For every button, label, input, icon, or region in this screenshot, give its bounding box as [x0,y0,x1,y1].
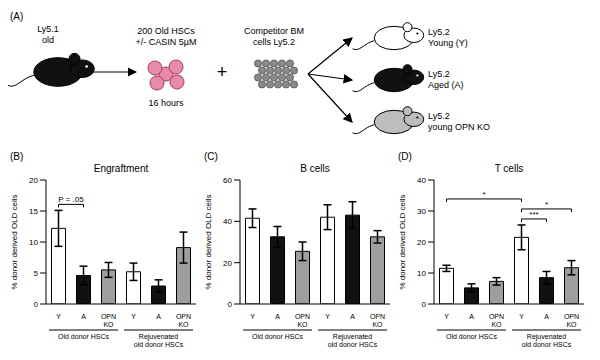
svg-text:40: 40 [223,217,232,226]
svg-text:0: 0 [228,300,233,309]
svg-text:10: 10 [29,238,38,247]
svg-text:Competitor BM: Competitor BM [244,26,304,36]
svg-text:16 hours: 16 hours [148,98,184,108]
svg-text:A: A [469,313,474,320]
svg-text:5: 5 [34,269,39,278]
svg-text:cells Ly5.2: cells Ly5.2 [253,37,295,47]
svg-text:Ly5.2: Ly5.2 [428,69,450,79]
svg-text:B cells: B cells [300,163,329,174]
svg-text:(B): (B) [10,151,23,162]
svg-text:Aged (A): Aged (A) [428,80,464,90]
svg-text:*: * [482,190,485,199]
svg-text:+: + [217,62,228,82]
svg-text:Ly5.2: Ly5.2 [428,27,450,37]
svg-text:OPNKO: OPNKO [564,313,579,328]
svg-text:% donor derived OLD cells: % donor derived OLD cells [204,194,213,289]
svg-text:young OPN KO: young OPN KO [428,122,490,132]
svg-text:Rejuvenated: Rejuvenated [139,333,178,341]
svg-text:Ly5.2: Ly5.2 [428,111,450,121]
svg-text:Old donor HSCs: Old donor HSCs [252,333,303,340]
svg-text:A: A [350,313,355,320]
svg-text:20: 20 [223,259,232,268]
svg-text:old donor HSCs: old donor HSCs [328,341,378,348]
svg-text:Y: Y [519,313,524,320]
svg-text:% donor derived OLD cells: % donor derived OLD cells [10,194,19,289]
svg-text:Young (Y): Young (Y) [428,38,468,48]
svg-text:***: *** [529,210,538,219]
svg-text:+/- CASIN 5µM: +/- CASIN 5µM [136,37,197,47]
svg-text:10: 10 [417,269,426,278]
svg-text:% donor derived OLD cells: % donor derived OLD cells [398,194,407,289]
svg-text:Y: Y [325,313,330,320]
svg-text:40: 40 [417,176,426,185]
svg-text:(D): (D) [398,151,412,162]
svg-text:OPNKO: OPNKO [101,313,116,328]
svg-text:*: * [545,200,548,209]
svg-text:A: A [275,313,280,320]
svg-text:20: 20 [417,238,426,247]
svg-text:T cells: T cells [495,163,524,174]
svg-text:OPNKO: OPNKO [176,313,191,328]
svg-text:P = .05: P = .05 [58,195,84,204]
svg-text:200 Old HSCs: 200 Old HSCs [137,26,195,36]
svg-text:Y: Y [444,313,449,320]
svg-text:OPNKO: OPNKO [370,313,385,328]
svg-text:Rejuvenated: Rejuvenated [527,333,566,341]
svg-text:A: A [544,313,549,320]
svg-text:OPNKO: OPNKO [489,313,504,328]
svg-text:Y: Y [250,313,255,320]
svg-text:30: 30 [417,207,426,216]
svg-text:OPNKO: OPNKO [295,313,310,328]
svg-text:old donor HSCs: old donor HSCs [522,341,572,348]
svg-text:A: A [81,313,86,320]
svg-text:Y: Y [131,313,136,320]
svg-text:15: 15 [29,207,38,216]
svg-text:A: A [156,313,161,320]
svg-text:Engraftment: Engraftment [94,163,149,174]
svg-text:Old donor HSCs: Old donor HSCs [446,333,497,340]
svg-text:Y: Y [56,313,61,320]
svg-text:60: 60 [223,176,232,185]
svg-text:Old donor HSCs: Old donor HSCs [58,333,109,340]
svg-text:20: 20 [29,176,38,185]
svg-text:Ly5.1: Ly5.1 [37,24,59,34]
svg-text:old: old [42,35,54,45]
svg-text:0: 0 [422,300,427,309]
svg-text:old donor HSCs: old donor HSCs [134,341,184,348]
svg-text:(A): (A) [10,11,23,22]
svg-text:Rejuvenated: Rejuvenated [333,333,372,341]
svg-text:(C): (C) [204,151,218,162]
svg-text:0: 0 [34,300,39,309]
